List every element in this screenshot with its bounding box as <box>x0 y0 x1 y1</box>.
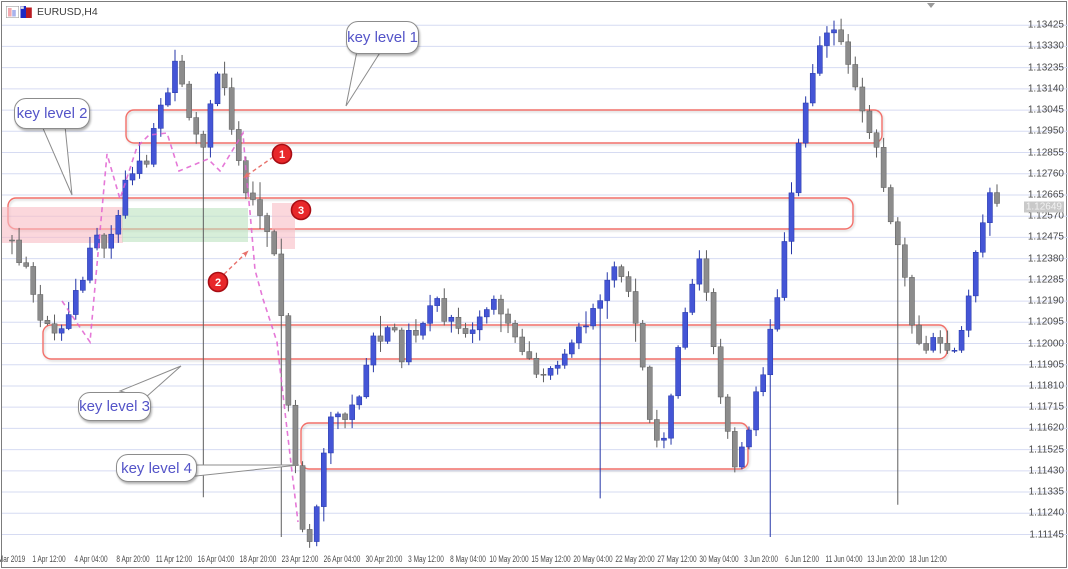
svg-text:2: 2 <box>215 277 221 289</box>
svg-text:3: 3 <box>298 205 304 217</box>
svg-text:1: 1 <box>279 149 285 161</box>
